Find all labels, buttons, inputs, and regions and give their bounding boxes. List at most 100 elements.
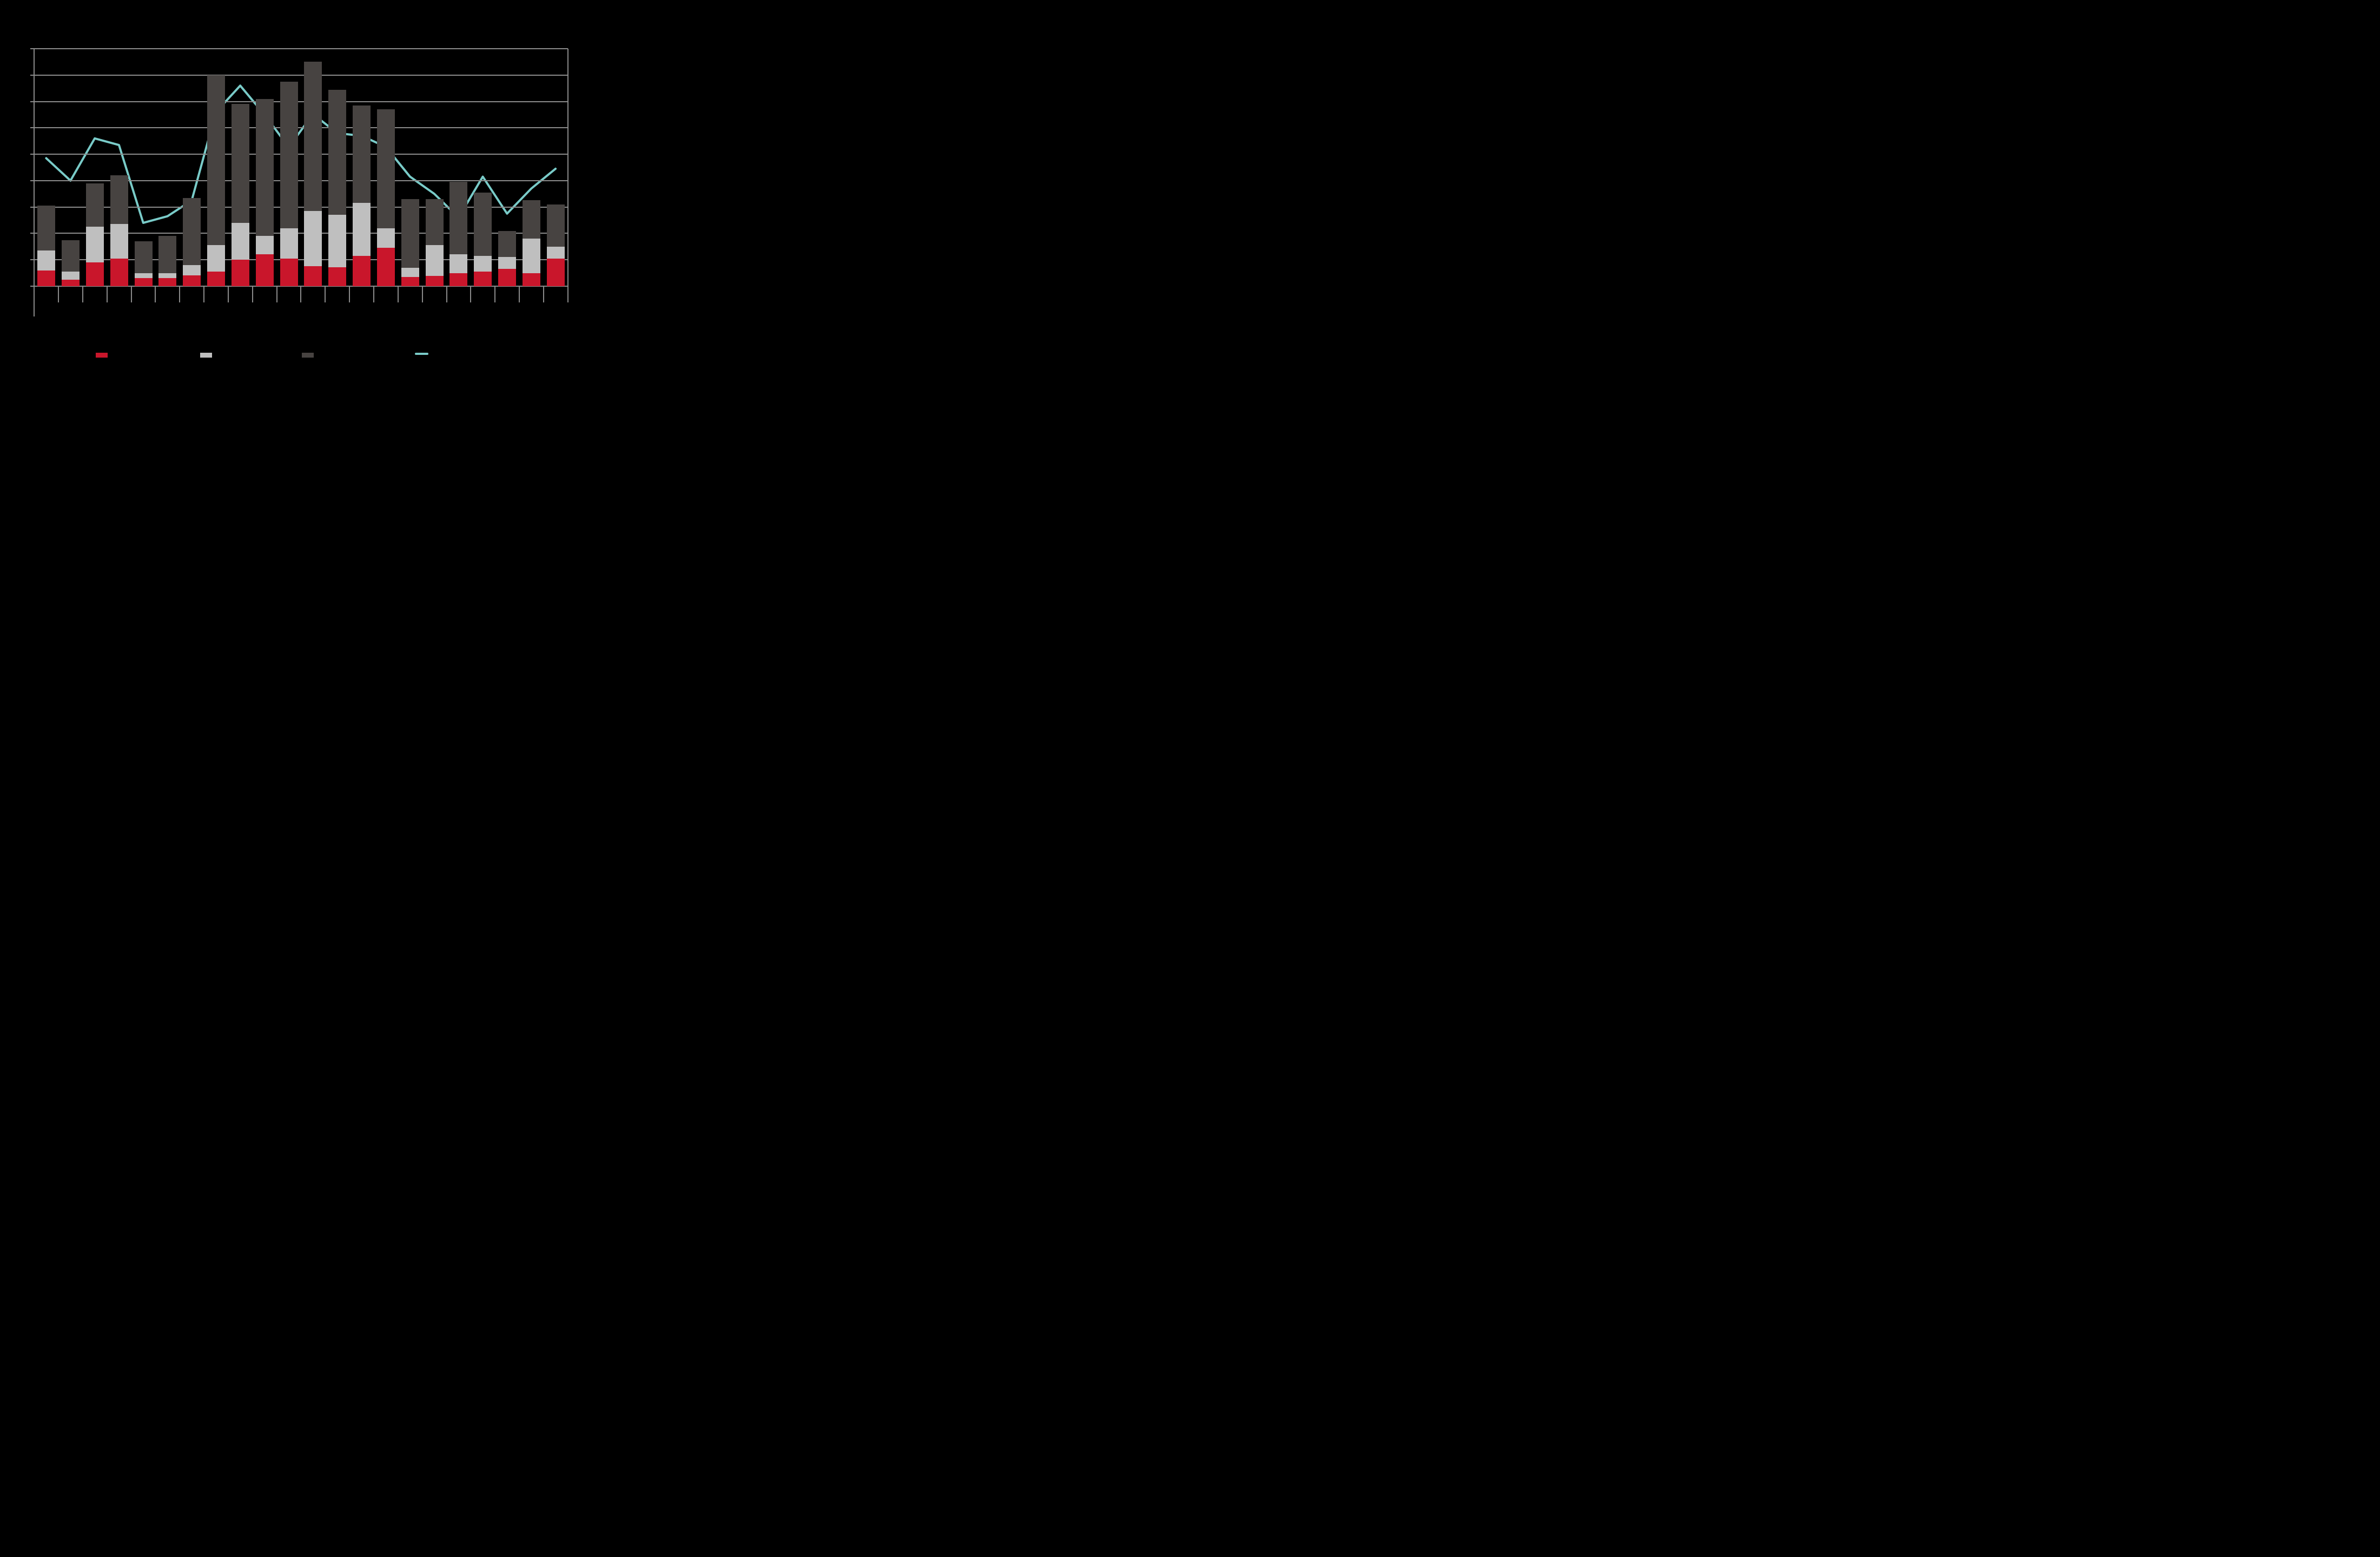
gridline-y1 xyxy=(34,259,568,261)
red-segment xyxy=(183,275,201,286)
x-axis-tick xyxy=(519,286,520,302)
x-axis-tick xyxy=(349,286,351,302)
dark-gray-segment xyxy=(37,206,56,251)
light-gray-segment xyxy=(37,250,56,271)
x-axis-tick xyxy=(325,286,326,302)
red-segment xyxy=(255,254,274,286)
red-segment xyxy=(207,272,226,286)
x-axis-tick xyxy=(82,286,83,302)
light-gray-segment xyxy=(328,215,347,267)
x-axis-tick xyxy=(567,286,568,302)
red-segment xyxy=(328,267,347,286)
gridline-y6 xyxy=(34,127,568,129)
light-gray-segment xyxy=(304,210,322,267)
light-gray-segment xyxy=(134,273,153,279)
x-axis-tick xyxy=(106,286,108,302)
red-segment xyxy=(158,278,177,286)
gridline-y8 xyxy=(34,74,568,76)
dark-gray-segment xyxy=(158,236,177,273)
bar-4 xyxy=(110,49,128,286)
x-axis-tick xyxy=(373,286,374,302)
red-segment xyxy=(498,269,517,286)
bar-19 xyxy=(474,49,492,286)
legend-line-swatch xyxy=(414,352,428,355)
y-axis-tick xyxy=(30,127,35,129)
dark-gray-segment xyxy=(401,199,419,268)
dark-gray-segment xyxy=(85,183,104,227)
red-segment xyxy=(474,272,492,286)
red-segment xyxy=(449,273,468,286)
bar-10 xyxy=(255,49,274,286)
y-axis-tick xyxy=(30,101,35,102)
dark-gray-segment xyxy=(207,75,226,246)
y-axis-tick xyxy=(30,154,35,155)
bar-21 xyxy=(522,49,540,286)
y-axis-tick xyxy=(30,233,35,234)
dark-gray-segment xyxy=(62,240,80,272)
gridline-y9 xyxy=(34,48,568,49)
light-gray-segment xyxy=(183,265,201,276)
dark-gray-segment xyxy=(376,109,395,228)
red-segment xyxy=(62,279,80,286)
x-axis-tick xyxy=(470,286,472,302)
dark-gray-segment xyxy=(498,230,517,258)
bar-7 xyxy=(183,49,201,286)
red-segment xyxy=(231,260,249,286)
light-gray-segment xyxy=(474,255,492,272)
x-axis-tick xyxy=(494,286,496,302)
light-gray-segment xyxy=(376,228,395,248)
x-axis-tick xyxy=(446,286,447,302)
x-axis-tick xyxy=(227,286,229,302)
bar-6 xyxy=(158,49,177,286)
dark-gray-segment xyxy=(328,89,347,215)
dark-gray-segment xyxy=(522,200,540,239)
teal-line-overlay xyxy=(45,84,557,224)
light-gray-segment xyxy=(231,222,249,260)
x-axis-tick xyxy=(130,286,132,302)
x-axis-tick xyxy=(34,286,35,302)
bar-2 xyxy=(62,49,80,286)
red-segment xyxy=(401,276,419,286)
bar-11 xyxy=(280,49,298,286)
light-gray-segment xyxy=(498,257,517,269)
bar-8 xyxy=(207,49,226,286)
x-axis-tick xyxy=(543,286,544,302)
bar-13 xyxy=(328,49,347,286)
dark-gray-segment xyxy=(183,197,201,265)
y-axis-tick xyxy=(30,206,35,208)
x-axis-tick xyxy=(58,286,60,302)
red-segment xyxy=(304,266,322,286)
y-axis-spine xyxy=(34,49,35,316)
gridline-y5 xyxy=(34,154,568,155)
red-segment xyxy=(280,258,298,286)
bar-9 xyxy=(231,49,249,286)
bar-20 xyxy=(498,49,517,286)
x-axis-tick xyxy=(397,286,399,302)
red-segment xyxy=(376,248,395,286)
y-axis-tick xyxy=(30,259,35,261)
dark-gray-segment xyxy=(474,192,492,256)
red-segment xyxy=(425,276,444,286)
dark-gray-segment xyxy=(449,182,468,255)
dark-gray-segment xyxy=(546,204,565,247)
dark-gray-segment xyxy=(304,62,322,211)
bar-14 xyxy=(353,49,371,286)
light-gray-segment xyxy=(110,224,128,259)
bar-17 xyxy=(425,49,444,286)
legend-item-2 xyxy=(200,352,215,358)
light-gray-segment xyxy=(280,228,298,259)
red-segment xyxy=(353,255,371,286)
light-gray-segment xyxy=(546,246,565,259)
gridline-y7 xyxy=(34,101,568,102)
legend-item-1 xyxy=(96,352,111,358)
bar-3 xyxy=(85,49,104,286)
right-spine xyxy=(567,49,568,286)
teal-line xyxy=(45,84,557,224)
x-axis-baseline xyxy=(30,285,568,287)
legend-item-4 xyxy=(414,352,432,355)
red-segment xyxy=(110,258,128,286)
legend-rect-swatch xyxy=(200,352,212,358)
light-gray-segment xyxy=(425,245,444,276)
x-axis-tick xyxy=(300,286,302,302)
dark-gray-segment xyxy=(425,199,444,246)
